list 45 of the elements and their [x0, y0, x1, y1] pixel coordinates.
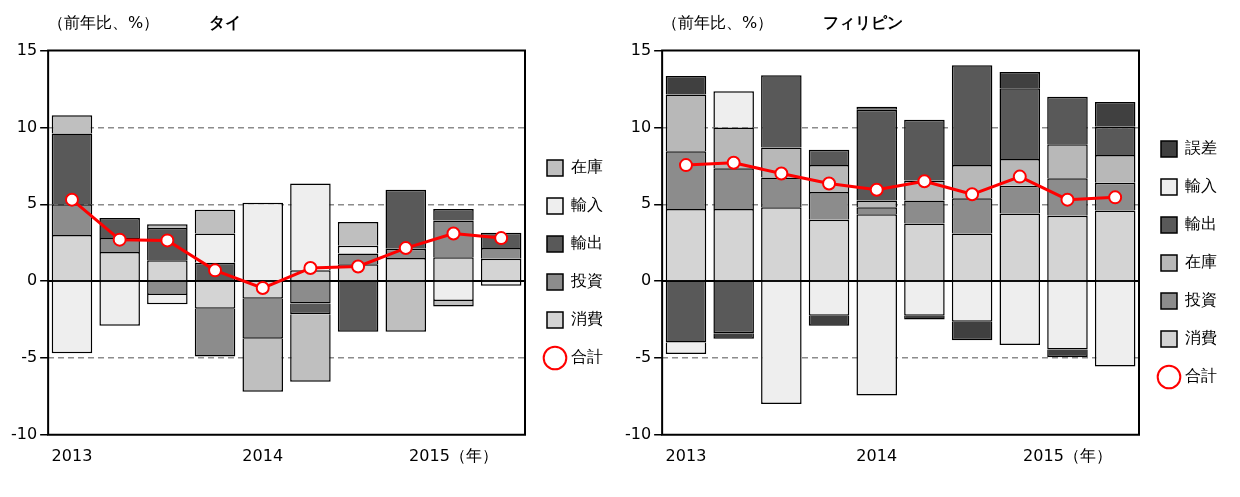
point — [869, 182, 884, 197]
point — [917, 174, 932, 189]
y-tick-label: 10 — [16, 116, 38, 136]
point — [303, 261, 318, 276]
legend-label: 投資 — [1184, 290, 1217, 310]
y-tick-label: 0 — [640, 270, 652, 290]
legend-label: 輸入 — [1185, 176, 1217, 196]
point — [726, 155, 741, 170]
legend-label: 輸出 — [1185, 214, 1217, 234]
y-tick-label: -5 — [635, 347, 652, 367]
legend-label: 在庫 — [571, 157, 603, 177]
point — [774, 166, 789, 181]
y-axis-title: （前年比、%） — [48, 12, 160, 34]
legend-label: 合計 — [1185, 366, 1217, 386]
point — [965, 187, 980, 202]
x-tick-label: 2014 — [242, 445, 284, 465]
legend-label: 誤差 — [1185, 138, 1217, 158]
legend-label: 合計 — [571, 347, 603, 367]
legend-label: 輸出 — [571, 233, 603, 253]
point — [398, 241, 413, 256]
y-tick-label: 5 — [26, 193, 38, 213]
point — [64, 192, 79, 207]
y-tick-label: 15 — [16, 39, 38, 59]
y-tick-label: -5 — [21, 347, 38, 367]
x-tick-label: 2013 — [51, 445, 93, 465]
point — [112, 232, 127, 247]
chart-title: タイ — [209, 12, 242, 34]
x-tick-label: 2014 — [856, 445, 898, 465]
legend-label: 在庫 — [1185, 252, 1217, 272]
x-tick-label: 2015（年） — [409, 445, 498, 465]
legend-label: 消費 — [1185, 328, 1217, 348]
y-tick-label: -10 — [624, 423, 652, 443]
y-tick-label: 15 — [630, 39, 652, 59]
point — [678, 158, 693, 173]
y-tick-label: 0 — [26, 270, 38, 290]
y-tick-label: -10 — [10, 423, 38, 443]
chart-title: フィリピン — [823, 12, 904, 34]
y-axis-title: （前年比、%） — [662, 12, 774, 34]
x-tick-label: 2015（年） — [1023, 445, 1112, 465]
y-tick-label: 10 — [630, 116, 652, 136]
legend-label: 消費 — [571, 309, 603, 329]
y-tick-label: 5 — [640, 193, 652, 213]
x-tick-label: 2013 — [665, 445, 707, 465]
legend-label: 投資 — [570, 271, 603, 291]
legend-label: 輸入 — [571, 195, 603, 215]
